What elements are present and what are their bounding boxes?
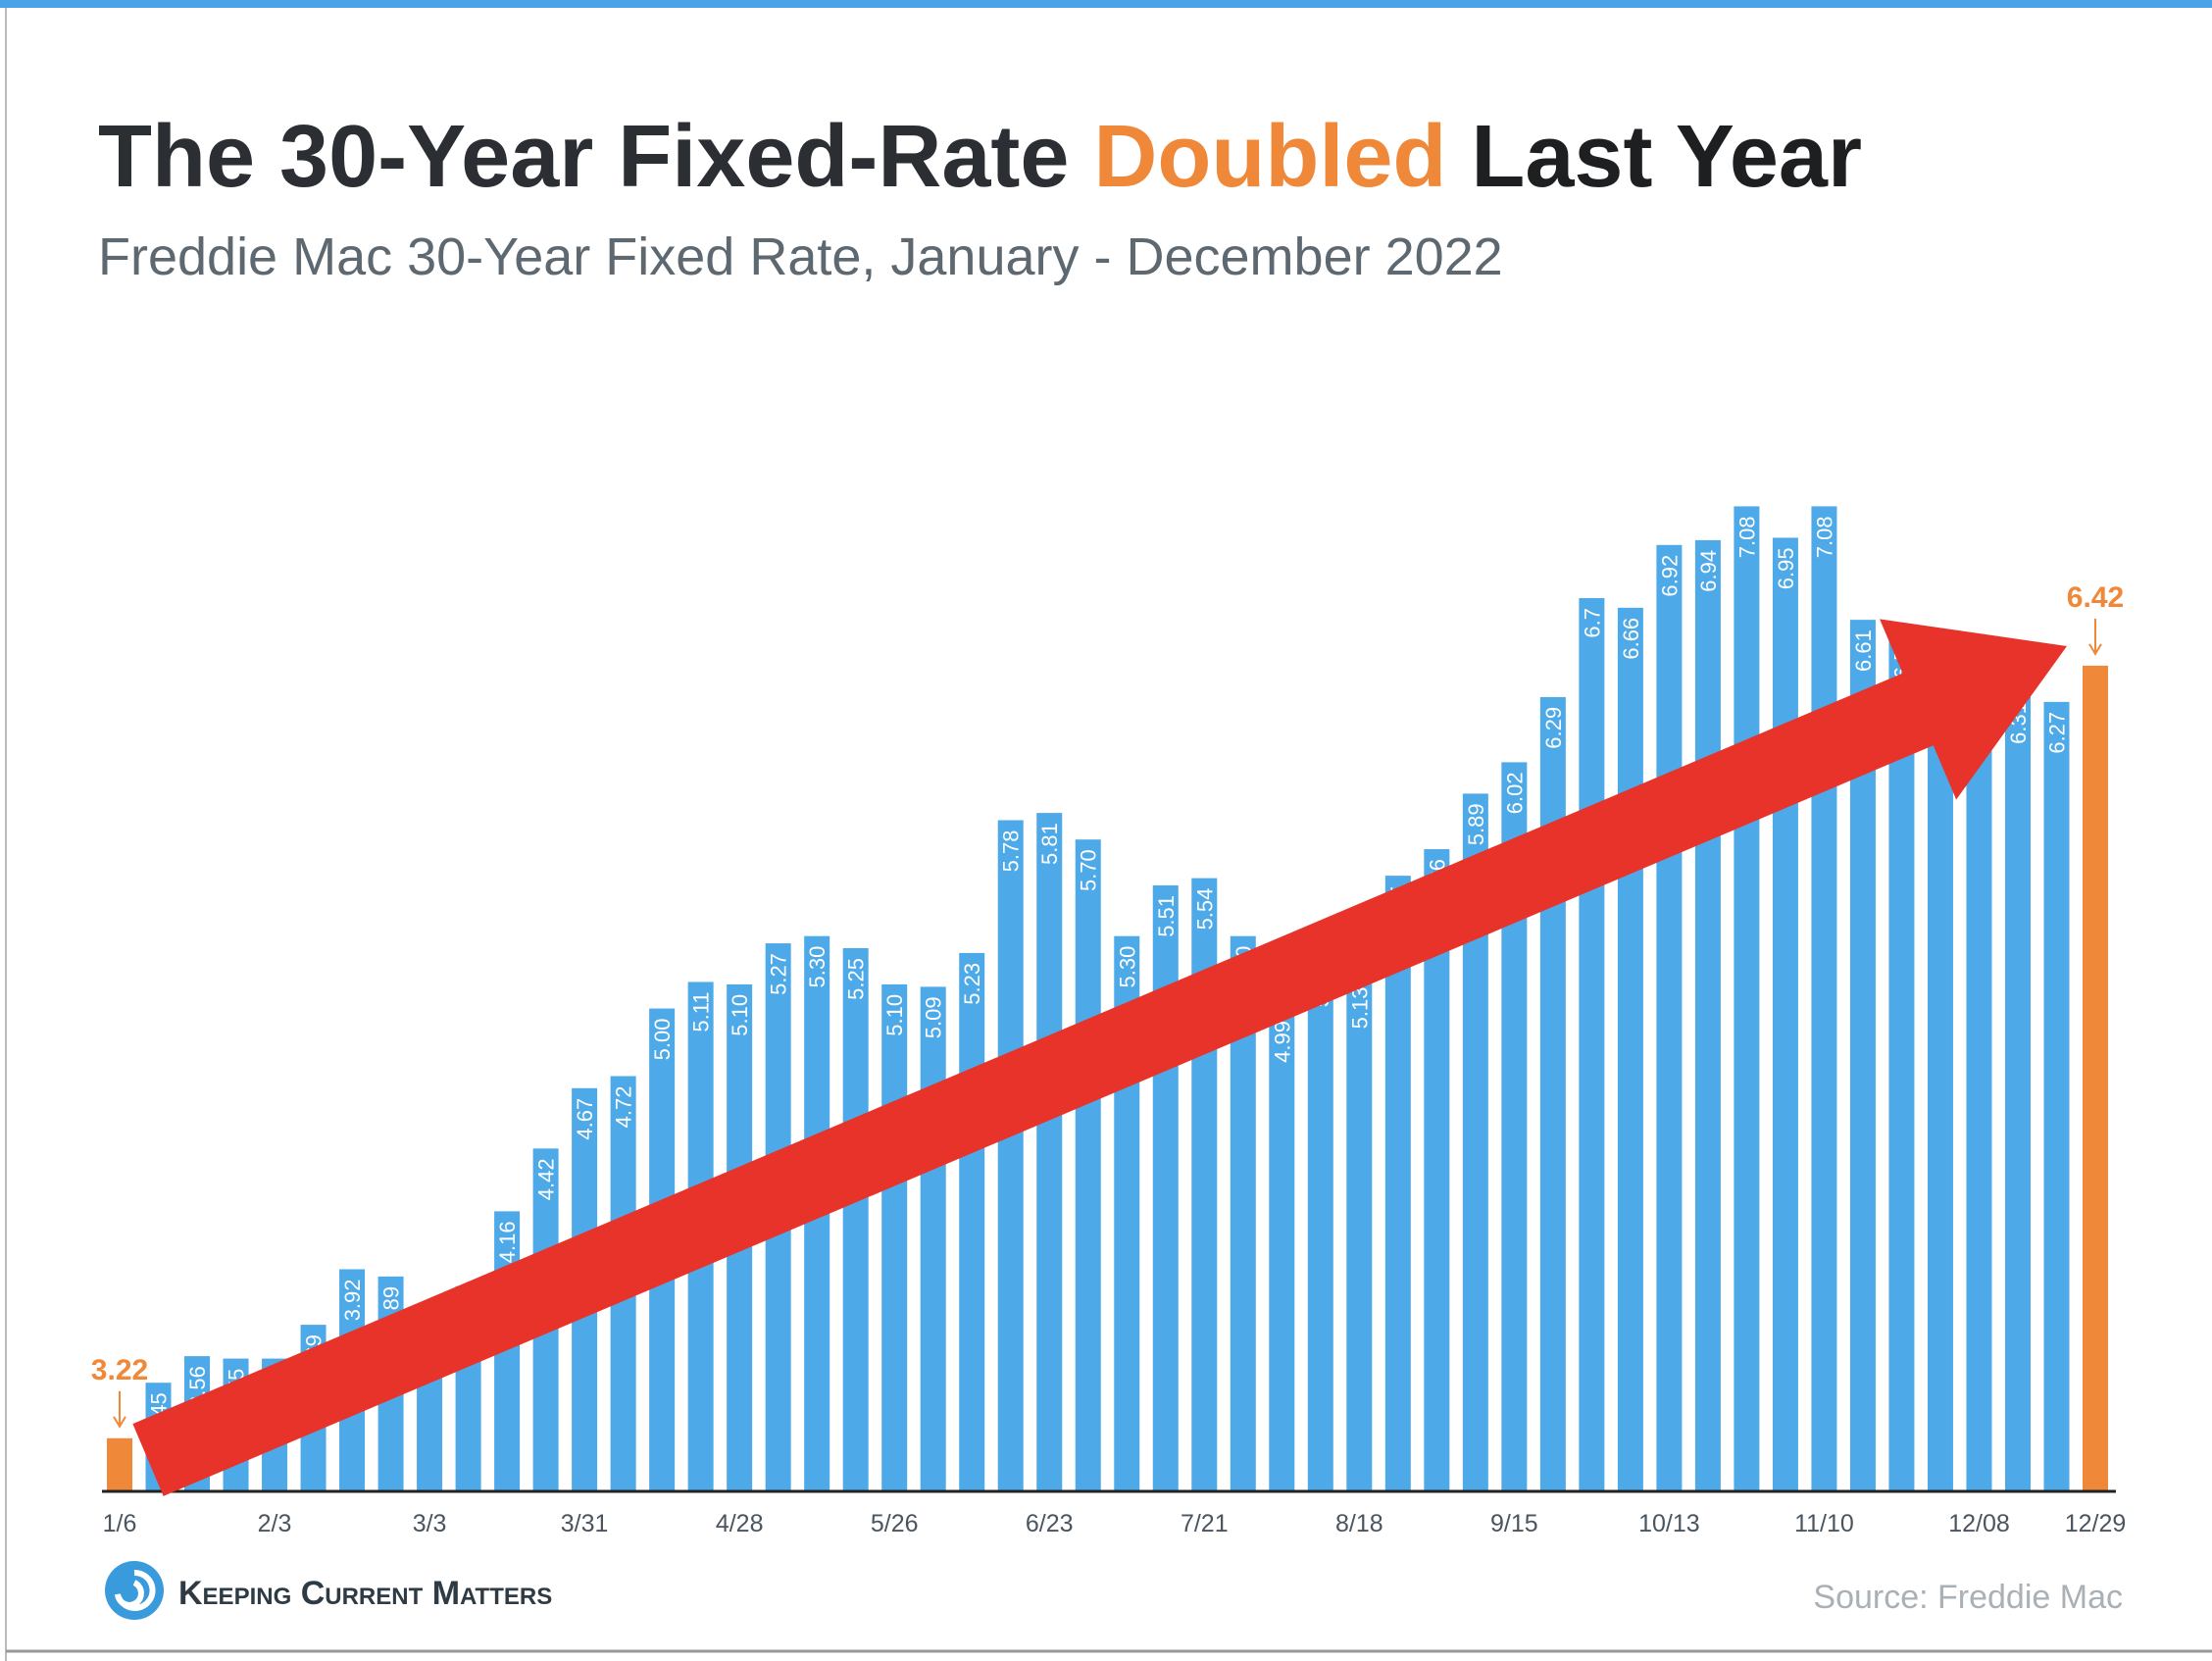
trend-arrow bbox=[132, 619, 2068, 1496]
value-label: 4.67 bbox=[573, 1098, 597, 1140]
bar bbox=[1966, 687, 1992, 1491]
title-part: Doubled bbox=[1093, 108, 1446, 206]
value-label: 5.30 bbox=[1115, 946, 1139, 988]
value-label: 5.27 bbox=[767, 953, 791, 995]
bar bbox=[1617, 607, 1643, 1491]
bar bbox=[959, 952, 985, 1491]
bar bbox=[1772, 537, 1798, 1491]
bar bbox=[1152, 884, 1179, 1491]
bar bbox=[1579, 597, 1605, 1491]
value-label: 6.02 bbox=[1502, 772, 1527, 814]
x-tick-label: 3/31 bbox=[561, 1510, 609, 1537]
x-tick-label: 2/3 bbox=[258, 1510, 292, 1537]
value-label: 4.99 bbox=[1270, 1021, 1294, 1063]
bar bbox=[1346, 977, 1373, 1491]
bar bbox=[1036, 813, 1063, 1491]
value-label: 5.13 bbox=[1347, 987, 1372, 1030]
value-label: 5.10 bbox=[728, 994, 752, 1036]
bar bbox=[1307, 955, 1333, 1491]
bar bbox=[1656, 544, 1683, 1491]
x-tick-label: 12/08 bbox=[1948, 1510, 2010, 1537]
value-label: 5.89 bbox=[1464, 803, 1488, 845]
value-label: 5.78 bbox=[999, 830, 1024, 873]
x-tick-label: 12/29 bbox=[2065, 1510, 2127, 1537]
x-tick-label: 1/6 bbox=[103, 1510, 137, 1537]
value-label: 4.42 bbox=[534, 1158, 559, 1200]
bar bbox=[1075, 839, 1101, 1491]
bar bbox=[1811, 506, 1837, 1491]
x-tick-label: 11/10 bbox=[1794, 1510, 1854, 1537]
x-tick-label: 3/3 bbox=[413, 1510, 447, 1537]
logo-text: Keeping Current Matters bbox=[178, 1575, 552, 1612]
value-label: 6.61 bbox=[1851, 629, 1876, 672]
value-label: 4.16 bbox=[495, 1221, 520, 1263]
bar bbox=[1888, 627, 1915, 1491]
bar bbox=[2004, 692, 2031, 1491]
value-label: 5.00 bbox=[650, 1019, 675, 1061]
value-label: 7.08 bbox=[1734, 516, 1759, 558]
chart-title: The 30-Year Fixed-Rate Doubled Last Year bbox=[98, 108, 1862, 206]
value-label: 5.30 bbox=[805, 946, 830, 988]
value-label: 6.95 bbox=[1774, 547, 1798, 589]
title-part: The 30-Year Fixed-Rate bbox=[98, 108, 1093, 206]
top-stripe bbox=[0, 0, 2212, 8]
value-label: 6.94 bbox=[1696, 550, 1721, 592]
logo-swirl bbox=[115, 1569, 156, 1611]
value-label: 7.08 bbox=[1812, 516, 1836, 558]
value-label: 6.42 bbox=[2067, 581, 2124, 614]
value-label: 5.09 bbox=[922, 996, 946, 1038]
value-label: 5.70 bbox=[1077, 849, 1101, 891]
x-tick-label: 10/13 bbox=[1638, 1510, 1700, 1537]
bar bbox=[1384, 876, 1411, 1491]
bar bbox=[2083, 665, 2108, 1491]
value-label: 6.92 bbox=[1657, 555, 1682, 597]
bar bbox=[2043, 701, 2070, 1491]
bar bbox=[1269, 1011, 1295, 1491]
x-tick-label: 5/26 bbox=[871, 1510, 919, 1537]
value-label: 5.51 bbox=[1154, 895, 1179, 937]
x-tick-label: 6/23 bbox=[1026, 1510, 1074, 1537]
label-pointer-head bbox=[2088, 643, 2102, 656]
bar bbox=[1539, 696, 1566, 1491]
value-label: 6.27 bbox=[2044, 712, 2069, 754]
bar bbox=[1927, 648, 1953, 1491]
value-label: 5.23 bbox=[960, 963, 984, 1005]
chart-subtitle: Freddie Mac 30-Year Fixed Rate, January … bbox=[98, 227, 1503, 286]
value-label: 5.10 bbox=[882, 994, 907, 1036]
plot: 3.221/63.453.563.553.552/33.693.923.893.… bbox=[91, 506, 2126, 1537]
title-part: Last Year bbox=[1446, 108, 1862, 206]
bar bbox=[107, 1437, 132, 1491]
bar bbox=[920, 986, 946, 1491]
value-label: 6.29 bbox=[1541, 707, 1566, 749]
label-pointer-head bbox=[113, 1416, 126, 1429]
value-label: 6.7 bbox=[1580, 608, 1604, 638]
bar bbox=[842, 948, 869, 1491]
x-tick-label: 9/15 bbox=[1490, 1510, 1538, 1537]
x-tick-label: 8/18 bbox=[1335, 1510, 1383, 1537]
logo: Keeping Current Matters bbox=[105, 1561, 552, 1620]
value-label: 5.25 bbox=[844, 958, 869, 1000]
value-label: 5.81 bbox=[1037, 823, 1062, 865]
x-tick-label: 4/28 bbox=[716, 1510, 764, 1537]
value-label: 3.22 bbox=[91, 1354, 148, 1386]
bar bbox=[881, 983, 908, 1491]
bar bbox=[1734, 506, 1760, 1491]
bar bbox=[997, 820, 1024, 1491]
bar bbox=[1694, 539, 1721, 1491]
value-label: 5.54 bbox=[1192, 888, 1217, 931]
value-label: 6.66 bbox=[1619, 618, 1643, 660]
source: Source: Freddie Mac bbox=[1813, 1579, 2123, 1616]
value-label: 4.72 bbox=[612, 1085, 636, 1128]
value-label: 5.11 bbox=[689, 991, 714, 1032]
x-tick-label: 7/21 bbox=[1181, 1510, 1229, 1537]
value-label: 3.92 bbox=[340, 1279, 365, 1321]
